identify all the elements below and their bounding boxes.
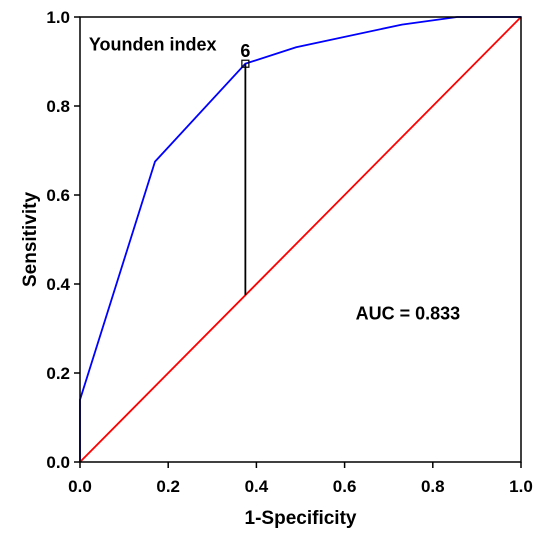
y-tick-label: 1.0 xyxy=(46,8,70,27)
auc-label: AUC = 0.833 xyxy=(356,304,461,324)
younden-index-label: Younden index xyxy=(89,34,217,54)
y-tick-label: 0.0 xyxy=(46,453,70,472)
x-tick-label: 0.0 xyxy=(68,477,92,496)
plot-area xyxy=(79,16,522,463)
x-tick-label: 0.8 xyxy=(421,477,445,496)
y-tick-label: 0.2 xyxy=(46,364,70,383)
y-tick-label: 0.8 xyxy=(46,97,70,116)
y-tick-label: 0.4 xyxy=(46,275,70,294)
x-tick-label: 1.0 xyxy=(509,477,533,496)
y-axis-label: Sensitivity xyxy=(20,192,41,287)
axis-ticks: 0.0 0.2 0.4 0.6 0.8 1.0 0.0 0.2 0.4 0.6 0.8 1.0 xyxy=(46,8,532,496)
cutoff-label: 6 xyxy=(240,41,250,61)
cutoff-marker xyxy=(241,59,250,68)
x-axis-label: 1-Specificity xyxy=(245,508,357,529)
y-tick-label: 0.6 xyxy=(46,186,70,205)
x-tick-label: 0.4 xyxy=(245,477,269,496)
x-tick-label: 0.6 xyxy=(333,477,357,496)
reference-diagonal-line xyxy=(79,16,522,463)
plot-frame xyxy=(79,16,522,463)
x-tick-label: 0.2 xyxy=(156,477,180,496)
roc-curve-line xyxy=(79,16,521,462)
